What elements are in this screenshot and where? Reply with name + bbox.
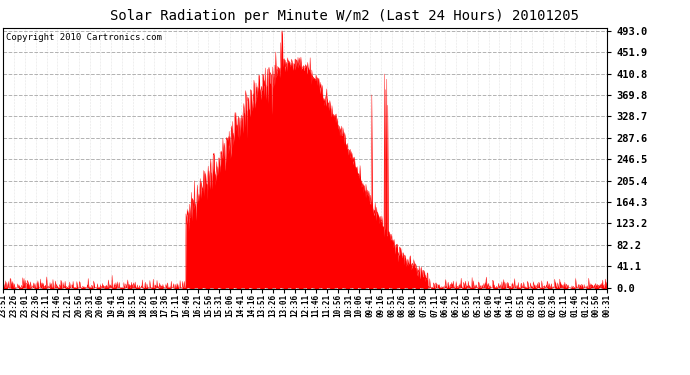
Text: Copyright 2010 Cartronics.com: Copyright 2010 Cartronics.com [6, 33, 162, 42]
Text: Solar Radiation per Minute W/m2 (Last 24 Hours) 20101205: Solar Radiation per Minute W/m2 (Last 24… [110, 9, 580, 23]
